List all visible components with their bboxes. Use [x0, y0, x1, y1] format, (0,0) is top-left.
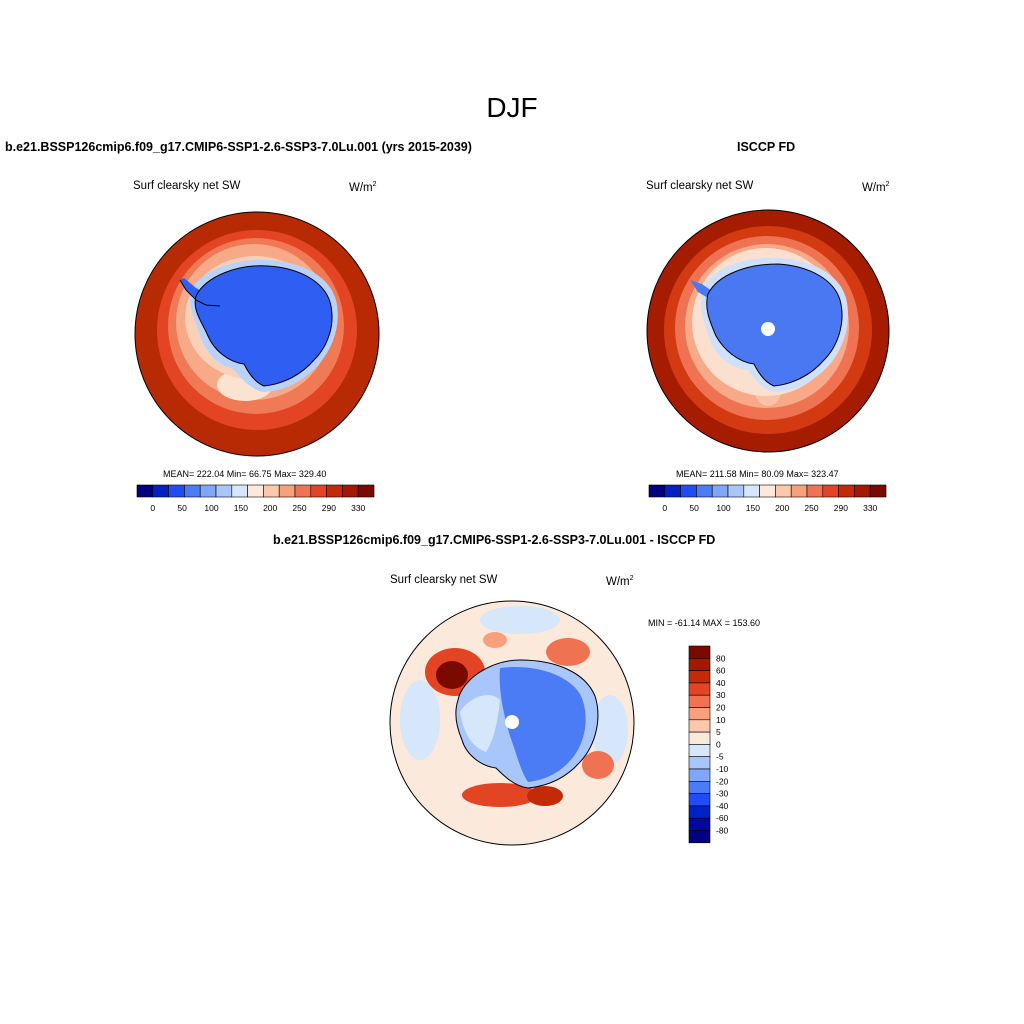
panel3-colorbar-swatch: [688, 817, 711, 831]
panel3-colorbar-swatch: [688, 645, 711, 659]
panel2-colorbar-swatch: [664, 484, 681, 498]
panel1-variable: Surf clearsky net SW: [133, 180, 241, 192]
panel1-colorbar-swatch: [326, 484, 343, 498]
panel3-colorbar-swatch: [688, 793, 711, 807]
panel3-colorbar-label: 30: [716, 690, 726, 700]
panel2-colorbar-swatch: [759, 484, 776, 498]
panel1-colorbar-label: 290: [322, 503, 336, 513]
panel1-colorbar-swatch: [310, 484, 327, 498]
panel2-colorbar-swatch: [806, 484, 824, 498]
panel1-colorbar-label: 150: [234, 503, 248, 513]
panel3-colorbar-swatch: [688, 805, 711, 819]
panel2-colorbar-label: 330: [863, 503, 877, 513]
panel1-colorbar-swatch: [247, 484, 264, 498]
panel1-colorbar-swatch: [357, 484, 375, 498]
panel2-colorbar-swatch: [775, 484, 792, 498]
panel2-colorbar-swatch: [711, 484, 729, 498]
panel3-colorbar-label: 0: [716, 739, 721, 749]
panel1-colorbar-swatch: [231, 484, 248, 498]
panel3-colorbar-label: -30: [716, 789, 729, 799]
panel1-colorbar-label: 0: [150, 503, 155, 513]
panel2-colorbar-label: 290: [834, 503, 848, 513]
panel1-colorbar-swatch: [263, 484, 280, 498]
panel1-colorbar-swatch: [136, 484, 154, 498]
panel2-colorbar-label: 250: [804, 503, 818, 513]
panel1-colorbar: 0 50 100 150 200 250 290 330: [136, 484, 375, 513]
panel2-variable: Surf clearsky net SW: [646, 180, 754, 192]
panel2-colorbar-swatch: [854, 484, 871, 498]
panel3-colorbar-swatch: [688, 756, 711, 770]
panel3-stats: MIN = -61.14 MAX = 153.60: [648, 618, 761, 628]
panel2-colorbar-label: 0: [662, 503, 667, 513]
panel3-colorbar-label: -20: [716, 776, 729, 786]
panel3-colorbar-swatch: [688, 682, 711, 696]
panel3-colorbar-label: 60: [716, 666, 726, 676]
panel3-colorbar-label: 40: [716, 678, 726, 688]
panel3-colorbar-swatch: [688, 694, 711, 708]
panel3-colorbar-swatch: [688, 707, 711, 721]
panel3-colorbar-swatch: [688, 830, 711, 844]
panel1-colorbar-swatch: [278, 484, 296, 498]
panel1-colorbar-swatch: [294, 484, 312, 498]
panel2-colorbar-swatch: [696, 484, 713, 498]
panel3-colorbar-label: -5: [716, 752, 724, 762]
panel2-colorbar: 0 50 100 150 200 250 290 330: [648, 484, 887, 513]
panel3-colorbar-swatch: [688, 731, 711, 745]
panel2-colorbar-label: 50: [689, 503, 699, 513]
panel1-colorbar-label: 100: [204, 503, 218, 513]
panel1-colorbar-swatch: [184, 484, 201, 498]
panel1-stats: MEAN= 222.04 Min= 66.75 Max= 329.40: [163, 469, 327, 479]
panel3-colorbar-swatch: [688, 658, 711, 671]
panel1-colorbar-swatch: [215, 484, 233, 498]
panel3-colorbar-swatch: [688, 670, 711, 684]
panel2-colorbar-swatch: [727, 484, 745, 498]
panel2-stats: MEAN= 211.58 Min= 80.09 Max= 323.47: [676, 469, 839, 479]
panel1-colorbar-swatch: [168, 484, 185, 498]
panel3-colorbar-label: 10: [716, 715, 726, 725]
panel3-colorbar-label: -60: [716, 813, 729, 823]
panel1-title: b.e21.BSSP126cmip6.f09_g17.CMIP6-SSP1-2.…: [5, 140, 472, 154]
panel3-colorbar: 80 60 40 30 20 10 5 0 -5 -10 -20 -30 -40 -60 -80: [688, 645, 729, 844]
panel1-colorbar-label: 330: [351, 503, 365, 513]
panel1-units: W/m2: [349, 181, 377, 194]
panel2-colorbar-swatch: [822, 484, 839, 498]
panel3-colorbar-label: -80: [716, 826, 729, 836]
panel2-colorbar-label: 100: [716, 503, 730, 513]
panel2-colorbar-swatch: [869, 484, 887, 498]
panel3-title: b.e21.BSSP126cmip6.f09_g17.CMIP6-SSP1-2.…: [273, 533, 716, 547]
panel3-colorbar-label: 5: [716, 727, 721, 737]
panel3-colorbar-swatch: [688, 719, 711, 733]
panel2-title: ISCCP FD: [737, 140, 796, 154]
panel2-colorbar-swatch: [743, 484, 760, 498]
panel2-colorbar-swatch: [648, 484, 666, 498]
panel3-colorbar-swatch: [688, 744, 711, 758]
panel1-colorbar-label: 50: [177, 503, 187, 513]
panel2-colorbar-swatch: [838, 484, 855, 498]
panel2-colorbar-label: 200: [775, 503, 789, 513]
panel1-colorbar-swatch: [152, 484, 169, 498]
figure-title: DJF: [486, 92, 538, 123]
panel1-colorbar-label: 250: [292, 503, 306, 513]
panel3-colorbar-swatch: [688, 781, 711, 794]
panel3-colorbar-label: 20: [716, 703, 726, 713]
panel2-units: W/m2: [862, 181, 890, 194]
panel3-colorbar-label: -10: [716, 764, 729, 774]
panel2-colorbar-swatch: [790, 484, 808, 498]
panel3-units: W/m2: [606, 575, 634, 588]
panel2-colorbar-label: 150: [746, 503, 760, 513]
panel3-variable: Surf clearsky net SW: [390, 574, 498, 586]
panel3-colorbar-label: -40: [716, 801, 729, 811]
panel1-colorbar-swatch: [199, 484, 217, 498]
panel3-colorbar-swatch: [688, 768, 711, 782]
panel3-colorbar-label: 80: [716, 653, 726, 663]
panel1-colorbar-label: 200: [263, 503, 277, 513]
panel2-colorbar-swatch: [680, 484, 697, 498]
panel1-colorbar-swatch: [342, 484, 359, 498]
